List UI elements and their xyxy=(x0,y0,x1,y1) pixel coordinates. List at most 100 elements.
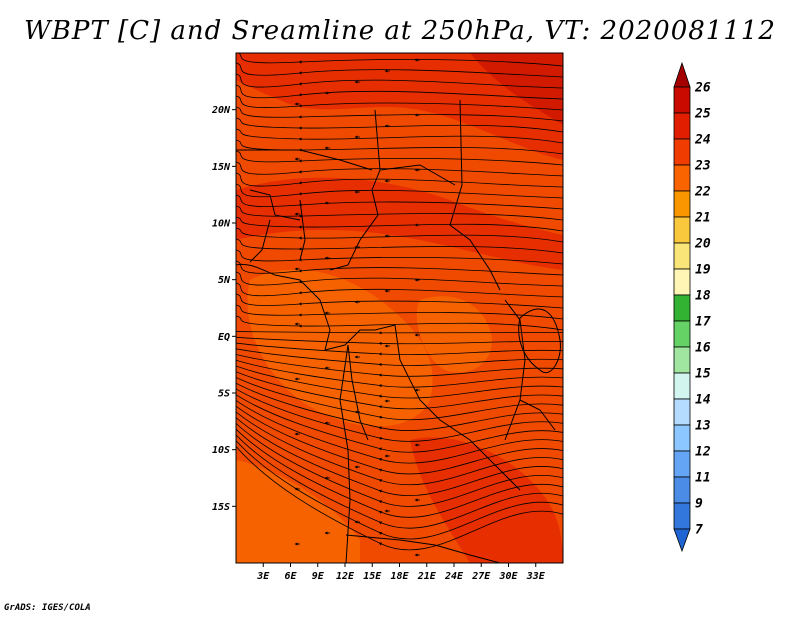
streamline xyxy=(236,106,563,122)
streamline xyxy=(236,411,563,486)
colorbar-swatch xyxy=(673,216,691,244)
streamline xyxy=(236,128,563,144)
colorbar-label: 16 xyxy=(695,341,711,356)
colorbar-swatch xyxy=(673,190,691,218)
country-border xyxy=(345,534,501,563)
colorbar-swatch xyxy=(673,450,691,478)
streamline xyxy=(236,405,563,475)
country-border xyxy=(519,399,556,431)
wbpt-field-warm-southeast xyxy=(410,437,563,563)
wbpt-field-cool-center xyxy=(247,269,433,427)
colorbar-bottom-arrow xyxy=(673,528,691,553)
colorbar-swatch xyxy=(673,164,691,192)
colorbar-swatch xyxy=(673,372,691,400)
lat-tick-label: 20N xyxy=(211,105,231,116)
streamline xyxy=(236,117,563,133)
country-border xyxy=(236,263,331,351)
lon-tick-label: 24E xyxy=(444,571,464,582)
colorbar-label: 21 xyxy=(694,211,711,226)
streamline xyxy=(236,150,563,166)
streamline xyxy=(236,183,563,199)
streamline xyxy=(236,216,563,232)
colorbar-top-arrow xyxy=(673,61,691,88)
country-border xyxy=(249,189,301,221)
streamline xyxy=(236,139,563,155)
lat-tick-label: 10N xyxy=(212,219,231,230)
streamline xyxy=(236,434,563,529)
colorbar-label: 24 xyxy=(694,133,711,148)
country-border xyxy=(339,344,351,563)
colorbar-swatch xyxy=(673,424,691,452)
wbpt-field-cool-east xyxy=(416,296,492,373)
colorbar-swatch xyxy=(673,502,691,530)
colorbar-label: 20 xyxy=(694,237,711,252)
country-border xyxy=(236,149,373,171)
colorbar-swatch xyxy=(673,294,691,322)
country-borders xyxy=(236,99,561,563)
longitude-axis: 3E 6E 9E 12E 15E 18E 21E 24E 27E 30E 33E xyxy=(256,563,546,582)
colorbar-label: 26 xyxy=(694,81,711,96)
streamline xyxy=(236,293,563,309)
streamline xyxy=(236,382,563,431)
colorbar-label: 13 xyxy=(695,419,711,434)
wbpt-field-warm-north xyxy=(236,53,563,160)
colorbar-swatch xyxy=(673,320,691,348)
lat-tick-label: 5N xyxy=(218,275,231,286)
lat-tick-label: EQ xyxy=(218,332,230,343)
streamline xyxy=(236,249,563,265)
colorbar-label: 25 xyxy=(694,107,711,122)
streamline xyxy=(236,348,563,367)
streamline xyxy=(236,84,563,100)
lat-tick-label: 15N xyxy=(212,162,231,173)
wbpt-field-warm-northeast xyxy=(470,53,563,125)
streamline xyxy=(236,205,563,221)
streamline xyxy=(236,446,563,551)
colorbar-swatch xyxy=(673,112,691,140)
streamline xyxy=(236,336,563,346)
streamline xyxy=(236,260,563,276)
streamline xyxy=(236,423,563,507)
latitude-axis: 20N 15N 10N 5N EQ 5S 10S 15S xyxy=(211,105,236,513)
country-border xyxy=(449,99,501,291)
colorbar-label: 15 xyxy=(695,367,711,382)
streamline xyxy=(236,428,563,518)
colorbar-label: 22 xyxy=(694,185,711,200)
colorbar-swatch xyxy=(673,398,691,426)
country-border xyxy=(394,324,471,441)
lon-tick-label: 18E xyxy=(390,571,409,582)
colorbar-swatch xyxy=(673,268,691,296)
streamline xyxy=(236,440,563,540)
map-area xyxy=(236,53,563,563)
streamline xyxy=(236,304,563,320)
streamline xyxy=(236,365,563,399)
streamline xyxy=(237,53,563,67)
streamline xyxy=(236,227,563,243)
streamline xyxy=(236,417,563,496)
colorbar-label: 7 xyxy=(695,523,703,538)
country-border xyxy=(347,344,369,441)
lon-tick-label: 15E xyxy=(363,571,382,582)
streamline xyxy=(236,377,563,421)
lon-tick-label: 6E xyxy=(284,571,297,582)
streamline xyxy=(236,194,563,210)
colorbar-label: 12 xyxy=(695,445,711,460)
chart-title: WBPT [C] and Sreamline at 250hPa, VT: 20… xyxy=(24,16,776,46)
colorbar-label: 14 xyxy=(695,393,711,408)
streamline xyxy=(236,331,563,335)
streamline xyxy=(236,62,563,78)
country-border xyxy=(469,439,521,491)
grads-credit: GrADS: IGES/COLA xyxy=(4,603,91,613)
lat-tick-label: 5S xyxy=(218,389,230,400)
streamline xyxy=(236,400,563,464)
lon-tick-label: 30E xyxy=(498,571,518,582)
country-border xyxy=(324,324,396,351)
streamline xyxy=(236,172,563,188)
lake-outline xyxy=(518,308,561,373)
colorbar-swatch xyxy=(673,476,691,504)
colorbar: 26 25 24 23 22 21 20 19 18 17 16 15 14 13 12 11 9 7 xyxy=(673,61,711,553)
country-border xyxy=(504,299,526,441)
streamline xyxy=(236,342,563,356)
lon-tick-label: 27E xyxy=(471,571,491,582)
colorbar-swatch xyxy=(673,242,691,270)
